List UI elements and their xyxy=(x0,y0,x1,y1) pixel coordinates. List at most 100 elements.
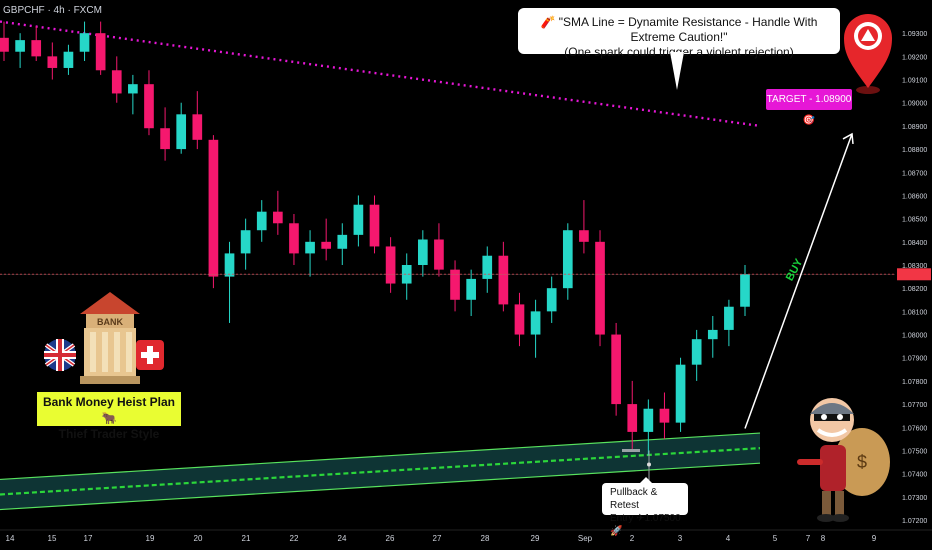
price-tick-label: 1.08200 xyxy=(902,286,927,293)
candle-body xyxy=(562,230,573,289)
time-tick-label: Sep xyxy=(578,534,593,543)
time-tick-label: 29 xyxy=(531,534,540,543)
candle xyxy=(15,33,25,68)
candle xyxy=(224,241,235,323)
current-price-badge xyxy=(897,268,931,281)
price-tick-label: 1.07400 xyxy=(902,472,927,479)
sma-warning-callout: 🧨 "SMA Line = Dynamite Resistance - Hand… xyxy=(518,8,840,90)
candle-body xyxy=(305,241,315,254)
band-lower xyxy=(0,462,761,511)
candle xyxy=(385,237,396,293)
plan-banner: Bank Money Heist Plan 🐂 Thief Trader Sty… xyxy=(37,392,181,441)
candle xyxy=(450,260,460,312)
candle xyxy=(128,74,138,115)
thief-character-icon: $ xyxy=(797,398,890,522)
price-tick-label: 1.08600 xyxy=(902,193,927,200)
target-label: TARGET - 1.08900🎯 xyxy=(766,89,852,126)
candle-body xyxy=(95,33,106,71)
plan-line-1: Bank Money Heist Plan 🐂 xyxy=(42,395,176,425)
candle-body xyxy=(482,255,493,279)
candle-body xyxy=(659,408,670,423)
time-axis[interactable]: 14 15 17 19 20 21 22 24 26 27 28 29 Sep 2 3 4 5 7 8 9 xyxy=(0,529,932,543)
candle-body xyxy=(160,128,170,150)
candle xyxy=(305,230,315,277)
price-axis-bg xyxy=(895,0,932,530)
candle-body xyxy=(144,84,154,129)
candle xyxy=(240,218,251,270)
candle-body xyxy=(691,339,702,365)
candle xyxy=(63,44,74,75)
candle-body xyxy=(530,311,541,335)
price-tick-label: 1.07300 xyxy=(902,495,927,502)
price-tick-label: 1.08400 xyxy=(902,240,927,247)
candle-body xyxy=(111,70,122,94)
plan-line-2: Thief Trader Style xyxy=(58,427,160,441)
time-tick-label: 7 xyxy=(806,534,811,543)
band-upper xyxy=(0,432,761,481)
candle-body xyxy=(273,211,283,224)
time-tick-label: 5 xyxy=(773,534,778,543)
candle-body xyxy=(546,288,557,312)
price-axis[interactable]: 1.09300 1.09200 1.09100 1.09000 1.08900 1.088… xyxy=(895,0,932,530)
candle xyxy=(0,21,9,61)
price-tick-label: 1.08900 xyxy=(902,124,927,131)
callout-line-1: 🧨 "SMA Line = Dynamite Resistance - Hand… xyxy=(540,15,818,44)
time-tick-label: 4 xyxy=(726,534,731,543)
candle xyxy=(562,223,573,300)
candle xyxy=(31,26,42,61)
candle-body xyxy=(321,241,332,249)
candle-body xyxy=(128,84,138,94)
price-tick-label: 1.08100 xyxy=(902,309,927,316)
candle-body xyxy=(466,278,476,300)
time-tick-label: 15 xyxy=(48,534,57,543)
entry-line-1: Pullback & Retest xyxy=(610,487,658,511)
time-tick-label: 2 xyxy=(630,534,635,543)
price-tick-label: 1.08000 xyxy=(902,333,927,340)
candle-body xyxy=(450,269,460,300)
bank-icon xyxy=(80,292,140,384)
candle xyxy=(659,392,670,439)
callout-pointer xyxy=(670,52,684,90)
location-pin-icon xyxy=(844,14,892,94)
candle xyxy=(434,223,444,277)
price-tick-label: 1.09300 xyxy=(902,31,927,38)
candle xyxy=(466,269,476,316)
swiss-flag-icon xyxy=(136,340,164,370)
candle xyxy=(192,91,203,150)
symbol-label[interactable]: GBPCHF · 4h · FXCM xyxy=(3,5,102,16)
entry-line-2: Entry ✈1.07500 🚀 xyxy=(610,513,681,537)
price-tick-label: 1.08700 xyxy=(902,170,927,177)
candle-body xyxy=(498,255,509,305)
time-tick-label: 26 xyxy=(386,534,395,543)
time-tick-label: 27 xyxy=(433,534,442,543)
candle-body xyxy=(208,139,219,277)
candle xyxy=(627,380,638,451)
price-tick-label: 1.08800 xyxy=(902,147,927,154)
candle xyxy=(273,190,283,235)
buy-arrow xyxy=(622,132,854,482)
arrow-head xyxy=(842,132,854,144)
candle-body xyxy=(192,114,203,140)
candle xyxy=(160,107,170,161)
candle xyxy=(498,241,509,312)
candle xyxy=(95,21,106,75)
candle xyxy=(47,42,58,80)
time-tick-label: 17 xyxy=(84,534,93,543)
candle xyxy=(707,316,718,358)
time-tick-label: 19 xyxy=(146,534,155,543)
candle-body xyxy=(79,33,90,52)
candle-body xyxy=(224,253,235,277)
candle-body xyxy=(63,51,74,68)
candle xyxy=(144,70,154,136)
candle-body xyxy=(256,211,267,231)
candle-body xyxy=(707,329,718,340)
candle xyxy=(353,195,364,247)
candle xyxy=(369,195,380,254)
time-tick-label: 8 xyxy=(821,534,826,543)
candle-body xyxy=(643,408,654,432)
time-tick-label: 3 xyxy=(678,534,683,543)
entry-dot xyxy=(647,462,651,467)
bank-sign: BANK xyxy=(97,317,123,327)
candlestick-series xyxy=(0,21,750,456)
candle xyxy=(546,276,557,323)
